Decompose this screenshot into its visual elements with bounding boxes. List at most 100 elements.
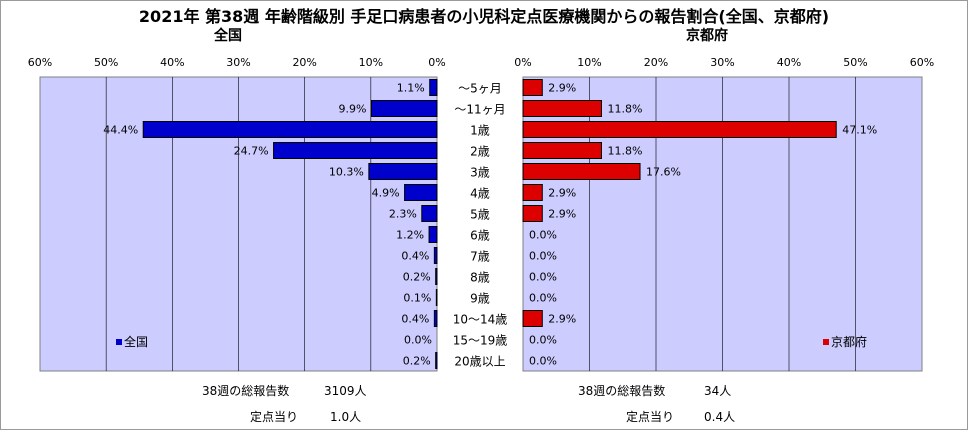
kyoto-bars <box>522 79 837 327</box>
national-bar <box>273 142 438 159</box>
national-legend-label: 全国 <box>124 334 148 349</box>
age-category-label: ～11ヶ月 <box>454 103 505 117</box>
national-data-label: 0.2% <box>403 271 431 284</box>
kyoto-bar <box>522 163 641 180</box>
national-legend: 全国 <box>116 334 148 349</box>
kyoto-data-label: 2.9% <box>548 313 576 326</box>
kyoto-data-label: 2.9% <box>548 208 576 221</box>
kyoto-data-label: 0.0% <box>529 355 557 368</box>
kyoto-total-value: 34人 <box>704 384 732 398</box>
national-tick-label: 40% <box>160 56 184 69</box>
kyoto-legend: 京都府 <box>823 334 867 349</box>
national-data-label: 1.2% <box>396 229 424 242</box>
national-per-site-label: 定点当り <box>250 410 299 424</box>
national-data-label: 0.1% <box>403 292 431 305</box>
age-category-label: 10～14歳 <box>453 313 508 327</box>
age-category-label: 9歳 <box>470 292 490 306</box>
national-subtitle: 全国 <box>214 28 242 44</box>
kyoto-bar <box>522 100 602 117</box>
kyoto-subtitle: 京都府 <box>686 28 728 44</box>
age-category-label: 1歳 <box>470 124 490 138</box>
kyoto-bar <box>522 121 837 138</box>
national-tick-label: 50% <box>94 56 118 69</box>
kyoto-legend-label: 京都府 <box>831 334 867 349</box>
chart-title: 2021年 第38週 年齢階級別 手足口病患者の小児科定点医療機関からの報告割合… <box>138 7 830 26</box>
kyoto-data-label: 0.0% <box>529 292 557 305</box>
age-category-label: 5歳 <box>470 208 490 222</box>
national-data-label: 0.4% <box>401 250 429 263</box>
national-data-label: 0.2% <box>403 355 431 368</box>
national-total-label: 38週の総報告数 <box>202 384 290 398</box>
kyoto-bar <box>522 142 602 159</box>
kyoto-data-label: 17.6% <box>646 166 681 179</box>
national-tick-label: 10% <box>359 56 383 69</box>
national-bar <box>370 100 438 117</box>
kyoto-bar <box>522 79 543 96</box>
age-category-labels: ～5ヶ月 ～11ヶ月 1歳 2歳 3歳 4歳 5歳 6歳 7歳 8歳 9歳 10～14歳 15～19歳 2… <box>453 82 508 369</box>
kyoto-data-labels: 2.9% 11.8% 47.1% 11.8% 17.6% 2.9% 2.9% 0.0% 0.0%… <box>529 82 877 368</box>
kyoto-tick-label: 20% <box>644 56 668 69</box>
age-category-label: 2歳 <box>470 145 490 159</box>
national-bar <box>433 310 438 327</box>
kyoto-tick-label: 60% <box>910 56 934 69</box>
kyoto-tick-label: 10% <box>577 56 601 69</box>
kyoto-per-site-label: 定点当り <box>626 410 675 424</box>
national-legend-swatch <box>116 339 122 345</box>
age-category-label: 4歳 <box>470 187 490 201</box>
kyoto-data-label: 11.8% <box>607 145 642 158</box>
kyoto-tick-label: 40% <box>777 56 801 69</box>
kyoto-legend-swatch <box>823 339 829 345</box>
age-category-label: 15～19歳 <box>453 334 508 348</box>
age-category-label: 8歳 <box>470 271 490 285</box>
kyoto-tick-label: 0% <box>514 56 531 69</box>
kyoto-bar <box>522 310 543 327</box>
national-tick-label: 30% <box>226 56 250 69</box>
national-bar <box>433 247 438 264</box>
national-bars <box>142 79 438 369</box>
national-total-value: 3109人 <box>324 384 367 398</box>
national-bar <box>435 268 438 285</box>
national-bar <box>429 79 438 96</box>
age-category-label: 6歳 <box>470 229 490 243</box>
kyoto-data-label: 0.0% <box>529 271 557 284</box>
kyoto-data-label: 2.9% <box>548 82 576 95</box>
national-bar <box>142 121 438 138</box>
kyoto-data-label: 2.9% <box>548 187 576 200</box>
national-tick-label: 20% <box>292 56 316 69</box>
national-data-label: 24.7% <box>234 145 269 158</box>
kyoto-data-label: 11.8% <box>607 103 642 116</box>
age-category-label: 7歳 <box>470 250 490 264</box>
national-data-label: 1.1% <box>397 82 425 95</box>
kyoto-data-label: 0.0% <box>529 334 557 347</box>
national-bar <box>428 226 438 243</box>
national-data-label: 44.4% <box>103 124 138 137</box>
national-data-label: 9.9% <box>339 103 367 116</box>
national-data-label: 10.3% <box>329 166 364 179</box>
national-bar <box>435 352 438 369</box>
national-tick-label: 60% <box>28 56 52 69</box>
kyoto-data-label: 47.1% <box>842 124 877 137</box>
national-axis-ticks: 60% 50% 40% 30% 20% 10% 0% <box>28 56 446 69</box>
national-bar <box>421 205 438 222</box>
age-category-label: ～5ヶ月 <box>458 82 502 96</box>
national-tick-label: 0% <box>428 56 445 69</box>
national-data-label: 4.9% <box>372 187 400 200</box>
kyoto-bar <box>522 184 543 201</box>
kyoto-bar <box>522 205 543 222</box>
age-category-label: 3歳 <box>470 166 490 180</box>
kyoto-tick-label: 50% <box>843 56 867 69</box>
kyoto-data-label: 0.0% <box>529 229 557 242</box>
national-data-label: 0.4% <box>401 313 429 326</box>
kyoto-total-label: 38週の総報告数 <box>578 384 666 398</box>
national-per-site-value: 1.0人 <box>330 410 362 424</box>
kyoto-data-label: 0.0% <box>529 250 557 263</box>
national-data-label: 2.3% <box>389 208 417 221</box>
national-data-labels: 1.1% 9.9% 44.4% 24.7% 10.3% 4.9% 2.3% 1.2% 0.4% 0… <box>103 82 432 368</box>
kyoto-per-site-value: 0.4人 <box>704 410 736 424</box>
national-bar <box>435 289 438 306</box>
age-category-label: 20歳以上 <box>454 355 505 369</box>
national-bar <box>404 184 438 201</box>
national-bar <box>368 163 438 180</box>
kyoto-axis-ticks: 0% 10% 20% 30% 40% 50% 60% <box>514 56 934 69</box>
